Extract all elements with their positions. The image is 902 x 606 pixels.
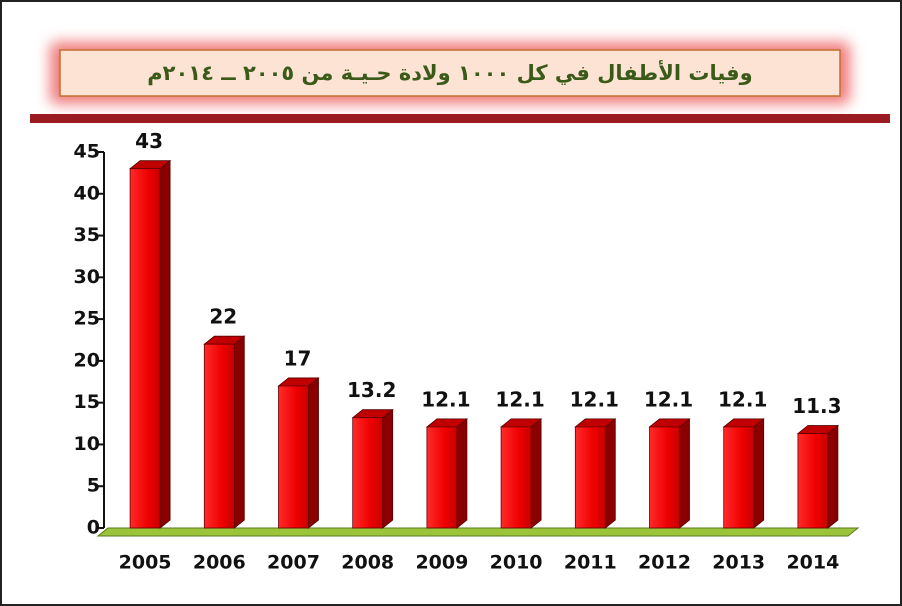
y-tick-label: 35 [74, 224, 100, 246]
value-label: 11.3 [792, 394, 841, 418]
bar [574, 426, 606, 529]
bar-side [679, 418, 690, 529]
bar [129, 168, 161, 529]
bar [797, 433, 829, 529]
title-box [59, 49, 841, 97]
x-tick-label: 2010 [490, 552, 543, 574]
x-tick-label: 2012 [638, 552, 691, 574]
bar-side [753, 418, 765, 529]
bar [352, 417, 384, 529]
bar [426, 426, 458, 529]
x-tick-label: 2014 [786, 552, 839, 574]
title-rule [30, 114, 890, 123]
bar-side [159, 159, 171, 529]
bar [500, 426, 532, 529]
y-tick-label: 25 [74, 308, 100, 330]
value-label: 12.1 [644, 387, 693, 411]
value-label: 13.2 [347, 378, 396, 402]
bar-side [308, 377, 319, 529]
y-tick-label: 15 [74, 391, 100, 413]
bar-side [233, 335, 245, 529]
x-tick-label: 2005 [119, 552, 172, 574]
bar-side [530, 418, 542, 529]
y-tick-label: 20 [74, 349, 100, 371]
bar [723, 426, 755, 529]
chart-title: وفيات الأطفال في كل ١٠٠٠ ولادة حـيـة من … [147, 59, 752, 85]
bar-side [827, 424, 839, 529]
y-tick-label: 0 [87, 517, 100, 539]
x-tick-label: 2008 [341, 552, 394, 574]
y-tick-label: 30 [74, 266, 100, 288]
y-tick-label: 45 [74, 141, 100, 163]
value-label: 12.1 [421, 387, 470, 411]
x-tick-label: 2006 [193, 552, 246, 574]
bar-side [456, 418, 468, 529]
value-label: 43 [135, 129, 163, 153]
floor [96, 527, 860, 537]
x-tick-label: 2007 [267, 552, 320, 574]
bar-side [382, 408, 394, 529]
bar [649, 426, 680, 529]
bar [203, 343, 235, 529]
value-label: 12.1 [570, 387, 619, 411]
bar-side [604, 418, 616, 529]
x-tick-label: 2013 [712, 552, 765, 574]
value-label: 17 [284, 346, 312, 370]
x-tick-label: 2011 [564, 552, 617, 574]
y-tick-label: 10 [74, 433, 100, 455]
x-tick-label: 2009 [415, 552, 468, 574]
y-tick-label: 40 [74, 182, 100, 204]
value-label: 12.1 [718, 387, 767, 411]
value-label: 22 [209, 305, 237, 329]
value-label: 12.1 [495, 387, 544, 411]
bar [278, 385, 309, 529]
y-tick-label: 5 [87, 475, 100, 497]
